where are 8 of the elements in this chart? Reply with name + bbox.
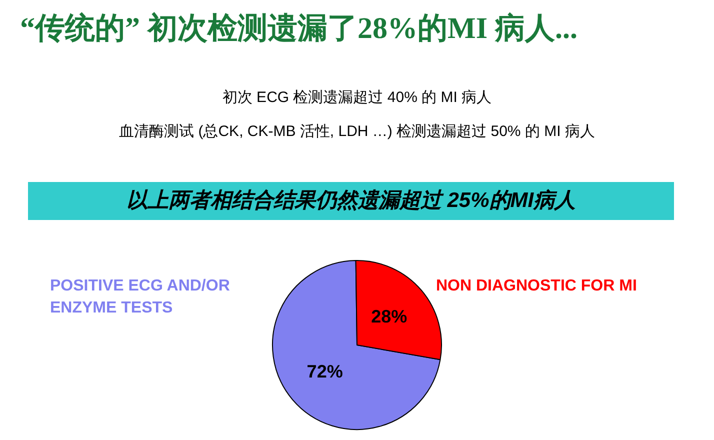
slice-label: NON DIAGNOSTIC FOR MI bbox=[436, 277, 637, 294]
slice-label: POSITIVE ECG AND/OR ENZYME TESTS bbox=[50, 277, 230, 316]
text: 血清酶测试 (总CK, CK-MB 活性, LDH …) 检测遗漏超过 50% 的 MI 病人 bbox=[118, 122, 596, 141]
text: 以上两者相结合结果仍然遗漏超过 25%的MI病人 bbox=[28, 182, 674, 220]
chart-title: “传统的” 初次检测遗漏了28%的MI 病人... bbox=[20, 11, 578, 47]
data-label: 28% bbox=[371, 306, 408, 327]
chart-subtitle: 初次 ECG 检测遗漏超过 40% 的 MI 病人 bbox=[221, 88, 493, 107]
data-label: 72% bbox=[306, 361, 343, 382]
